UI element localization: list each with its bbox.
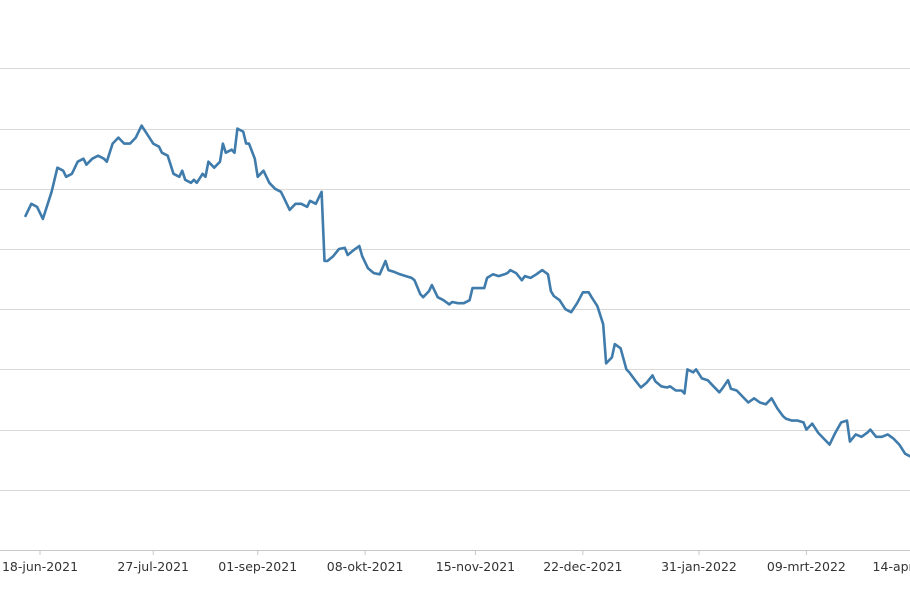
x-tick-label: 22-dec-2021 (543, 559, 622, 574)
x-tick-label: 27-jul-2021 (117, 559, 189, 574)
series-line-0 (24, 124, 910, 458)
series-layer (24, 124, 910, 458)
x-tick-label: 15-nov-2021 (436, 559, 515, 574)
x-tick-label: 18-jun-2021 (2, 559, 78, 574)
x-tick-label: 14-apr-2022 (873, 559, 910, 574)
x-tick-label: 09-mrt-2022 (767, 559, 846, 574)
x-tick-label: 01-sep-2021 (218, 559, 297, 574)
x-axis (0, 550, 910, 555)
gridlines (0, 68, 910, 491)
x-tick-label: 08-okt-2021 (327, 559, 404, 574)
x-tick-labels: 18-jun-2021 27-jul-2021 01-sep-2021 08-okt-… (2, 559, 910, 574)
x-tick-label: 31-jan-2022 (661, 559, 737, 574)
